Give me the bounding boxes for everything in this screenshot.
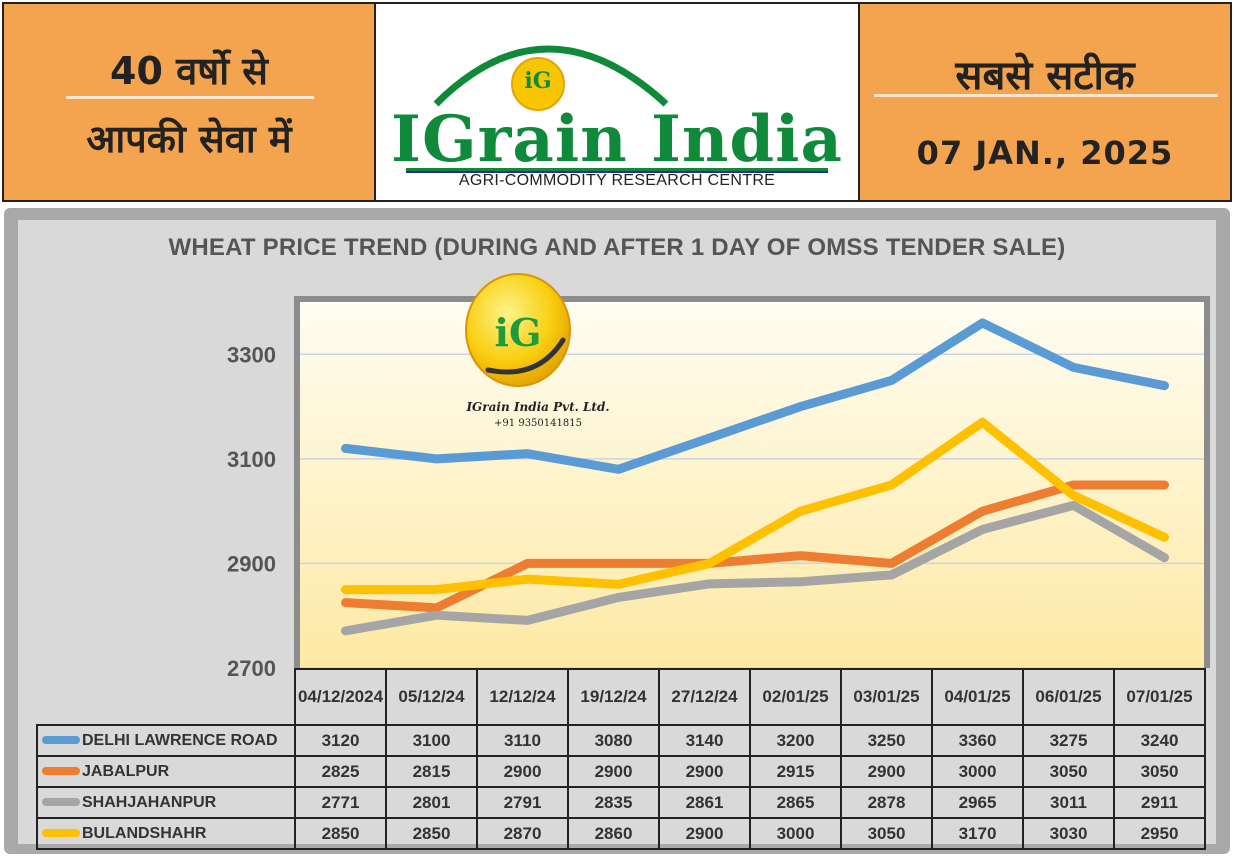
brand-logo-area: iG IGrain India AGRI-COMMODITY RESEARCH … — [376, 2, 858, 202]
tagline-line2: आपकी सेवा में — [86, 117, 292, 161]
table-cell-value: 3360 — [931, 724, 1024, 757]
data-table: 04/12/2024 05/12/24 12/12/24 19/12/24 27/12/… — [36, 668, 1206, 850]
table-cell-value: 2870 — [476, 817, 569, 850]
table-cell-value: 3050 — [840, 817, 933, 850]
table-cell-value: 3275 — [1022, 724, 1115, 757]
header-right-panel: सबसे सटीक 07 JAN., 2025 — [858, 2, 1232, 202]
brand-name: IGrain India — [391, 102, 843, 177]
table-cell-value: 3011 — [1022, 786, 1115, 819]
table-cell-value: 3100 — [385, 724, 478, 757]
table-cell-value: 3050 — [1113, 755, 1206, 788]
table-header-date: 04/01/25 — [931, 668, 1024, 726]
table-cell-value: 3250 — [840, 724, 933, 757]
y-tick-label: 3300 — [227, 342, 276, 367]
table-cell-value: 2850 — [385, 817, 478, 850]
chart-panel: WHEAT PRICE TREND (DURING AND AFTER 1 DA… — [4, 208, 1230, 854]
series-name: JABALPUR — [82, 762, 170, 780]
series-name: BULANDSHAHR — [82, 824, 207, 842]
table-cell-value: 2965 — [931, 786, 1024, 819]
table-cell-value: 2900 — [840, 755, 933, 788]
table-cell-value: 2865 — [749, 786, 842, 819]
y-tick-label: 2900 — [227, 551, 276, 576]
table-cell-value: 2900 — [567, 755, 660, 788]
table-header-date: 27/12/24 — [658, 668, 751, 726]
table-cell-value: 2771 — [294, 786, 387, 819]
table-header-date: 02/01/25 — [749, 668, 842, 726]
table-cell-value: 3140 — [658, 724, 751, 757]
table-header-date: 06/01/25 — [1022, 668, 1115, 726]
brand-underline-2 — [406, 171, 828, 173]
table-cell-value: 2900 — [476, 755, 569, 788]
chart-panel-inner: WHEAT PRICE TREND (DURING AND AFTER 1 DA… — [18, 220, 1216, 850]
table-header-date: 19/12/24 — [567, 668, 660, 726]
table-row: SHAHJAHANPUR 2771 2801 2791 2835 2861 2865 2878… — [36, 786, 1206, 819]
table-cell-value: 2878 — [840, 786, 933, 819]
table-cell-value: 2860 — [567, 817, 660, 850]
table-cell-value: 3050 — [1022, 755, 1115, 788]
series-label: SHAHJAHANPUR — [36, 786, 296, 819]
table-cell-value: 3080 — [567, 724, 660, 757]
table-cell-value: 2950 — [1113, 817, 1206, 850]
y-tick-label: 3100 — [227, 447, 276, 472]
table-cell-value: 3240 — [1113, 724, 1206, 757]
table-cell-value: 2850 — [294, 817, 387, 850]
table-cell-value: 3110 — [476, 724, 569, 757]
watermark-logo-icon: iG — [465, 273, 571, 387]
chart-title: WHEAT PRICE TREND (DURING AND AFTER 1 DA… — [168, 234, 1066, 261]
watermark-company: IGrain India Pvt. Ltd. — [466, 400, 610, 414]
accuracy-slogan: सबसे सटीक — [955, 53, 1135, 99]
table-row: BULANDSHAHR 2850 2850 2870 2860 2900 3000 3050 3… — [36, 817, 1206, 850]
tagline-divider — [66, 96, 314, 99]
series-name: DELHI LAWRENCE ROAD — [82, 731, 278, 749]
table-cell-value: 3000 — [931, 755, 1024, 788]
table-row: DELHI LAWRENCE ROAD 3120 3100 3110 3080 3140 3… — [36, 724, 1206, 757]
tagline-line1: 40 वर्षो से — [110, 49, 268, 93]
logo-monogram: iG — [524, 68, 552, 94]
table-header-date: 12/12/24 — [476, 668, 569, 726]
logo-arch-icon — [433, 45, 669, 111]
table-cell-value: 2861 — [658, 786, 751, 819]
slogan-divider — [874, 94, 1218, 97]
series-line-shahjahanpur — [341, 500, 1169, 636]
table-cell-value: 2900 — [658, 817, 751, 850]
y-tick-label: 2700 — [227, 656, 276, 681]
header-left-panel: 40 वर्षो से आपकी सेवा में — [2, 2, 376, 202]
table-header-date: 03/01/25 — [840, 668, 933, 726]
series-line-delhi-lawrence-road — [341, 318, 1169, 474]
brand-underline — [406, 168, 828, 171]
table-cell-value: 2915 — [749, 755, 842, 788]
table-cell-value: 2791 — [476, 786, 569, 819]
table-cell-value: 3170 — [931, 817, 1024, 850]
series-name: SHAHJAHANPUR — [82, 793, 217, 811]
legend-key — [42, 767, 80, 776]
table-header-date: 07/01/25 — [1113, 668, 1206, 726]
table-cell-value: 2911 — [1113, 786, 1206, 819]
table-cell-value: 2835 — [567, 786, 660, 819]
series-label: DELHI LAWRENCE ROAD — [36, 724, 296, 757]
watermark-phone: +91 9350141815 — [494, 418, 582, 429]
table-cell-value: 2825 — [294, 755, 387, 788]
legend-key — [42, 829, 80, 838]
report-date: 07 JAN., 2025 — [916, 134, 1174, 172]
series-line-bulandshahr — [341, 417, 1169, 595]
table-cell-value: 3200 — [749, 724, 842, 757]
line-chart: 2700 2900 3100 3300 iG — [227, 273, 1204, 681]
table-cell-value: 2801 — [385, 786, 478, 819]
series-label: JABALPUR — [36, 755, 296, 788]
series-label: BULANDSHAHR — [36, 817, 296, 850]
table-cell-value: 3030 — [1022, 817, 1115, 850]
legend-key — [42, 736, 80, 745]
plot-area — [294, 296, 1210, 668]
table-cell-value: 3000 — [749, 817, 842, 850]
table-header-date: 05/12/24 — [385, 668, 478, 726]
legend-key — [42, 798, 80, 807]
brand-tagline: AGRI-COMMODITY RESEARCH CENTRE — [458, 172, 776, 189]
table-row: JABALPUR 2825 2815 2900 2900 2900 2915 2900 3000… — [36, 755, 1206, 788]
table-header-date: 04/12/2024 — [294, 668, 387, 726]
table-cell-value: 3120 — [294, 724, 387, 757]
table-corner — [37, 669, 295, 725]
table-cell-value: 2900 — [658, 755, 751, 788]
table-cell-value: 2815 — [385, 755, 478, 788]
watermark-monogram: iG — [495, 310, 542, 355]
